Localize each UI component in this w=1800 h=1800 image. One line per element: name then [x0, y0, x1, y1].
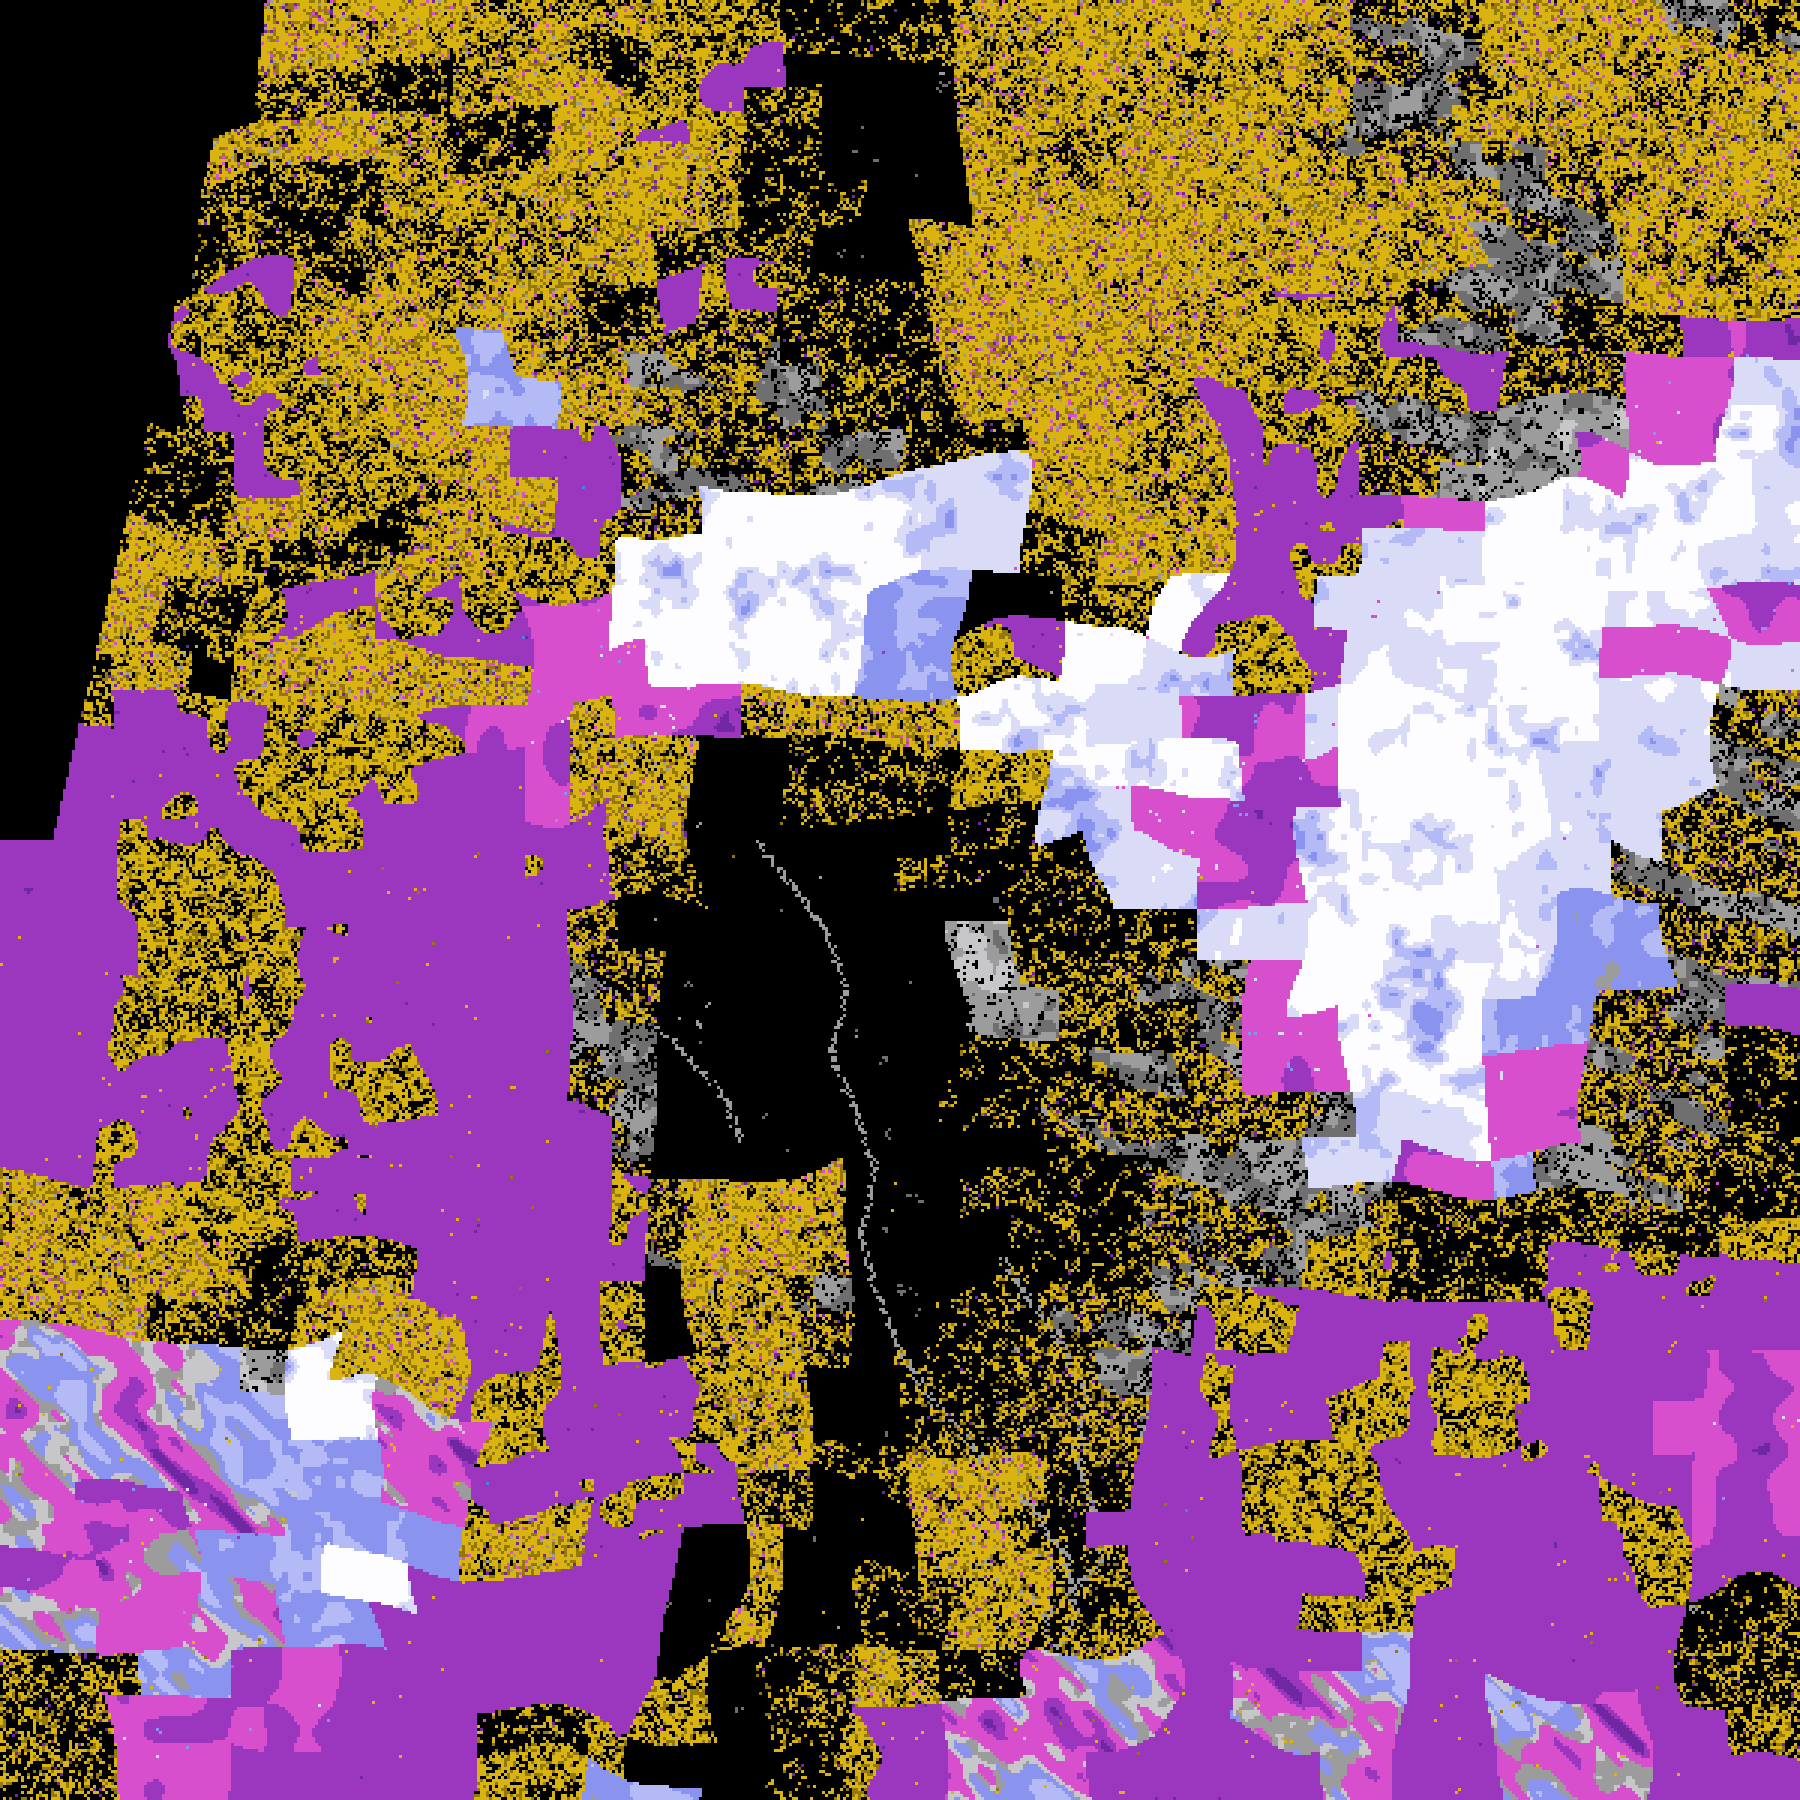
weather-satellite-viewport	[0, 0, 1800, 1800]
cloud-classification-canvas	[0, 0, 1800, 1800]
